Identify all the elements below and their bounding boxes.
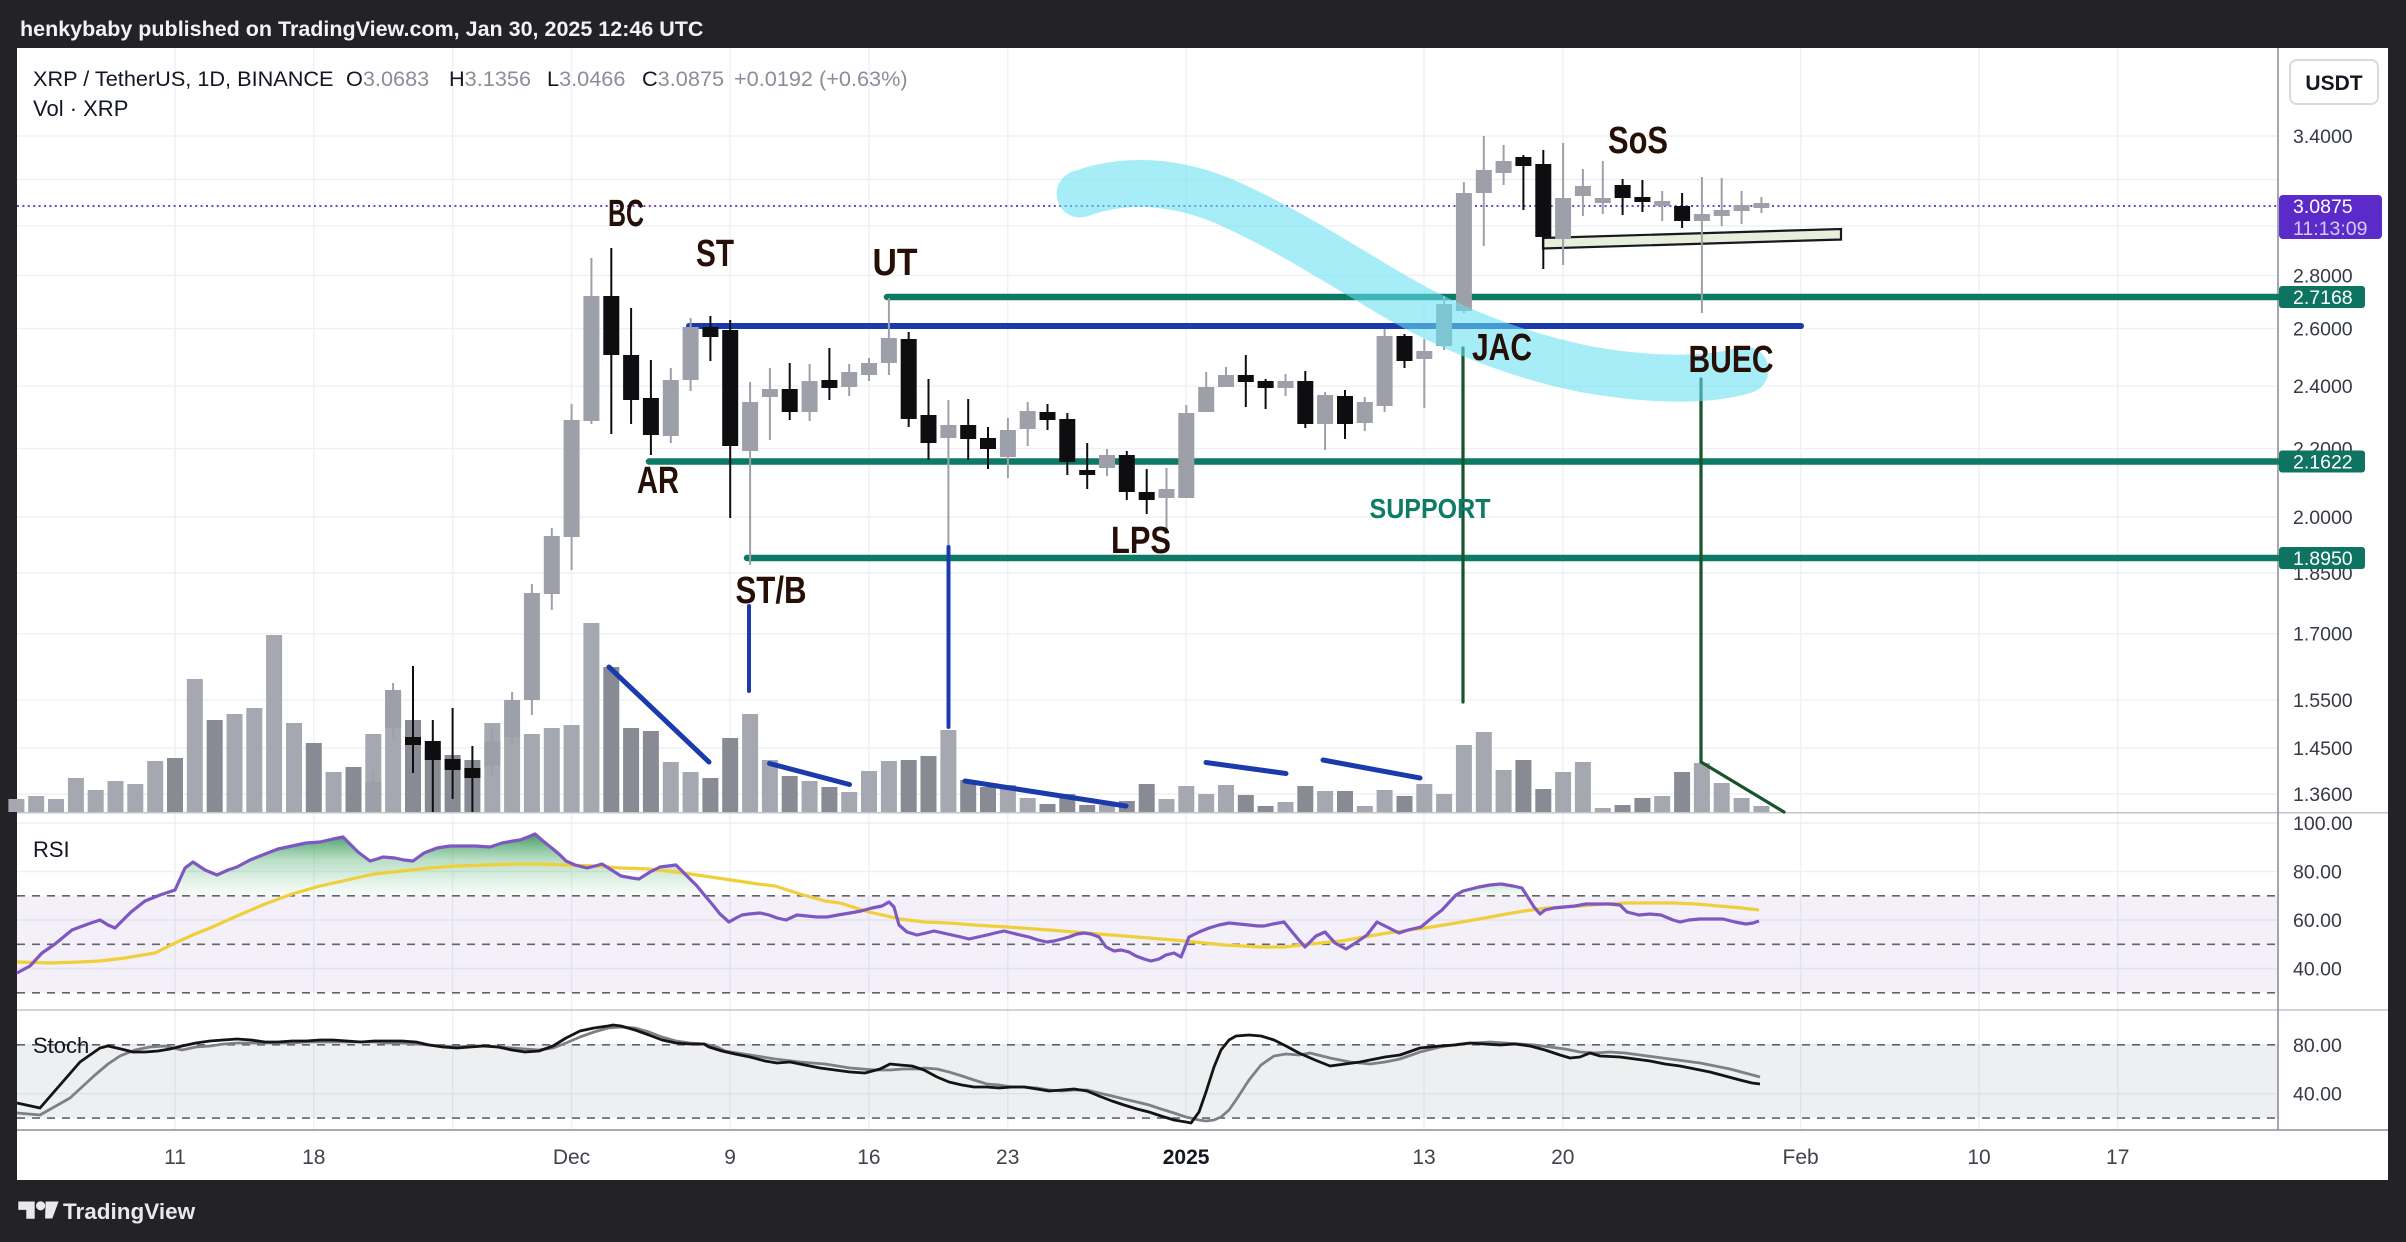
svg-text:20: 20: [1551, 1146, 1574, 1169]
svg-text:23: 23: [996, 1146, 1019, 1169]
svg-text:2.7168: 2.7168: [2293, 287, 2353, 309]
svg-text:UT: UT: [873, 242, 918, 284]
svg-text:H3.1356: H3.1356: [449, 66, 531, 91]
svg-text:11: 11: [164, 1146, 186, 1169]
svg-text:JAC: JAC: [1472, 327, 1532, 369]
svg-text:1.7000: 1.7000: [2293, 624, 2353, 646]
svg-text:2025: 2025: [1163, 1146, 1210, 1169]
svg-text:AR: AR: [637, 460, 679, 502]
svg-text:C3.0875: C3.0875: [642, 66, 724, 91]
svg-text:9: 9: [724, 1146, 736, 1169]
svg-text:3.4000: 3.4000: [2293, 126, 2353, 148]
svg-text:2.6000: 2.6000: [2293, 319, 2353, 341]
svg-text:BUEC: BUEC: [1689, 339, 1774, 381]
svg-text:2.8000: 2.8000: [2293, 265, 2353, 287]
svg-text:TradingView: TradingView: [63, 1199, 196, 1224]
svg-text:13: 13: [1412, 1146, 1435, 1169]
svg-text:18: 18: [302, 1146, 325, 1169]
svg-text:2.1622: 2.1622: [2293, 452, 2353, 474]
svg-text:L3.0466: L3.0466: [547, 66, 625, 91]
svg-text:1.4500: 1.4500: [2293, 738, 2353, 760]
svg-text:USDT: USDT: [2305, 72, 2362, 95]
svg-text:+0.0192 (+0.63%): +0.0192 (+0.63%): [734, 66, 908, 91]
svg-text:1.8950: 1.8950: [2293, 548, 2353, 570]
svg-text:henkybaby published on Trading: henkybaby published on TradingView.com, …: [20, 17, 703, 41]
svg-text:80.00: 80.00: [2293, 1035, 2342, 1057]
svg-text:1.3600: 1.3600: [2293, 784, 2353, 806]
svg-text:Stoch: Stoch: [33, 1033, 89, 1058]
svg-text:SoS: SoS: [1608, 120, 1668, 162]
svg-text:Feb: Feb: [1783, 1146, 1819, 1169]
svg-text:2.0000: 2.0000: [2293, 507, 2353, 529]
svg-text:16: 16: [857, 1146, 880, 1169]
svg-text:LPS: LPS: [1111, 520, 1171, 562]
svg-text:17: 17: [2106, 1146, 2129, 1169]
svg-text:Vol · XRP: Vol · XRP: [33, 96, 128, 121]
svg-text:3.0875: 3.0875: [2293, 196, 2353, 218]
svg-text:ST/B: ST/B: [736, 570, 807, 612]
svg-text:40.00: 40.00: [2293, 959, 2342, 981]
svg-text:XRP / TetherUS, 1D, BINANCE: XRP / TetherUS, 1D, BINANCE: [33, 66, 334, 91]
svg-text:1.5500: 1.5500: [2293, 690, 2353, 712]
svg-text:SUPPORT: SUPPORT: [1370, 493, 1491, 524]
svg-text:11:13:09: 11:13:09: [2293, 218, 2367, 240]
svg-text:RSI: RSI: [33, 837, 70, 862]
svg-text:80.00: 80.00: [2293, 862, 2342, 884]
svg-text:BC: BC: [608, 193, 644, 235]
svg-text:100.00: 100.00: [2293, 813, 2353, 835]
svg-text:2.4000: 2.4000: [2293, 376, 2353, 398]
svg-text:40.00: 40.00: [2293, 1084, 2342, 1106]
svg-text:60.00: 60.00: [2293, 910, 2342, 932]
svg-text:10: 10: [1967, 1146, 1990, 1169]
svg-text:ST: ST: [696, 233, 734, 275]
svg-text:Dec: Dec: [553, 1146, 590, 1169]
svg-text:O3.0683: O3.0683: [346, 66, 429, 91]
